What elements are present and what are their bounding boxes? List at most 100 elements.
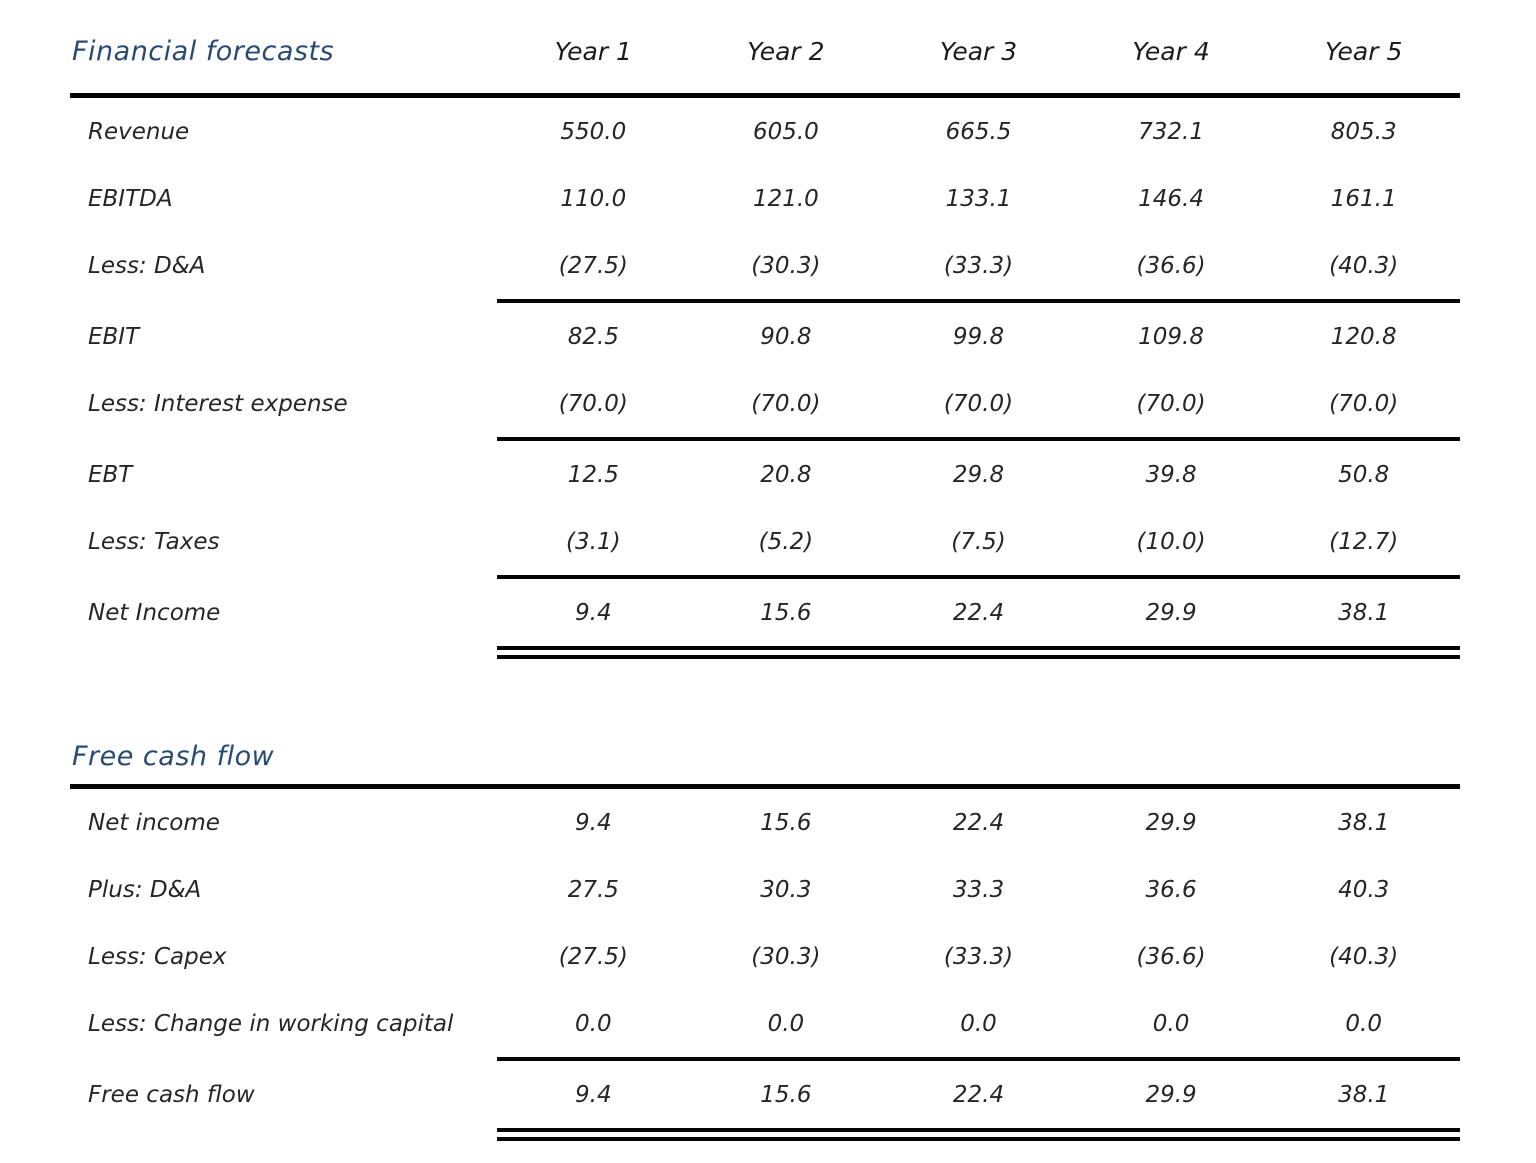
cell-value: 90.8 [760,323,812,350]
table-row: Net Income 9.4 15.6 22.4 29.9 38.1 [70,579,1460,646]
double-divider-line [497,646,1460,659]
cell-value: 38.1 [1338,1081,1390,1108]
divider-line [497,1128,1460,1132]
cell-value: 15.6 [760,1081,812,1108]
table-title: Financial forecasts [72,36,335,67]
table-row: Less: D&A (27.5) (30.3) (33.3) (36.6) (40.3) [70,232,1460,299]
cell-value: (27.5) [558,943,628,970]
table-row: Less: Taxes (3.1) (5.2) (7.5) (10.0) (12.7) [70,508,1460,575]
cell-value: (70.0) [1329,390,1399,417]
table-row: EBITDA 110.0 121.0 133.1 146.4 161.1 [70,165,1460,232]
row-label: EBITDA [88,185,173,212]
cell-value: 109.8 [1138,323,1205,350]
cell-value: 161.1 [1330,185,1397,212]
table-row: Net income 9.4 15.6 22.4 29.9 38.1 [70,789,1460,856]
table-header-row: Financial forecasts Year 1 Year 2 Year 3 Ye… [70,0,1460,93]
cell-value: 22.4 [952,1081,1005,1108]
double-divider-line [497,1128,1460,1141]
cell-value: 29.9 [1145,599,1197,626]
cell-value: 15.6 [760,599,812,626]
divider-line [497,646,1460,650]
table-row: Plus: D&A 27.5 30.3 33.3 36.6 40.3 [70,856,1460,923]
cell-value: 605.0 [752,118,819,145]
header-divider-line [70,784,1460,789]
table-row: Free cash flow 9.4 15.6 22.4 29.9 38.1 [70,1061,1460,1128]
row-label: Less: D&A [88,252,206,279]
cell-value: 50.8 [1338,461,1390,488]
table-row: Less: Change in working capital 0.0 0.0 0.0… [70,990,1460,1057]
cell-value: 40.3 [1338,876,1390,903]
row-label: Less: Change in working capital [88,1010,454,1037]
divider-line [497,575,1460,579]
cell-value: 110.0 [560,185,627,212]
table-row: EBIT 82.5 90.8 99.8 109.8 120.8 [70,303,1460,370]
cell-value: 15.6 [760,809,812,836]
cell-value: (5.2) [758,528,814,555]
table-body: Net income 9.4 15.6 22.4 29.9 38.1 Plus: D&A 27… [70,789,1460,1141]
cell-value: 38.1 [1338,599,1390,626]
cell-value: (30.3) [751,252,821,279]
cell-value: 29.9 [1145,1081,1197,1108]
divider-line [497,655,1460,659]
cell-value: (70.0) [943,390,1014,417]
column-header: Year 4 [1132,37,1210,66]
cell-value: (30.3) [751,943,821,970]
cell-value: 0.0 [1152,1010,1190,1037]
cell-value: 22.4 [952,809,1005,836]
cell-value: 36.6 [1145,876,1197,903]
cell-value: 38.1 [1338,809,1390,836]
cell-value: (70.0) [1136,390,1206,417]
cell-value: (70.0) [751,390,821,417]
row-label: Net Income [88,599,221,626]
free-cash-flow-table: Free cash flow Net income 9.4 15.6 22.4 29.9… [70,714,1460,1141]
cell-value: (10.0) [1136,528,1206,555]
column-header: Year 1 [554,37,632,66]
cell-value: (40.3) [1329,943,1399,970]
cell-value: 121.0 [752,185,819,212]
sheet-content: Financial forecasts Year 1 Year 2 Year 3 Ye… [70,0,1460,1141]
cell-value: 30.3 [760,876,812,903]
cell-value: 29.9 [1145,809,1197,836]
header-divider-line [70,93,1460,98]
cell-value: 146.4 [1138,185,1205,212]
cell-value: (12.7) [1329,528,1399,555]
table-row: Less: Interest expense (70.0) (70.0) (70.0)… [70,370,1460,437]
divider-line [497,1057,1460,1061]
cell-value: 0.0 [575,1010,612,1037]
row-label: Less: Capex [88,943,227,970]
cell-value: 29.8 [952,461,1005,488]
cell-value: 550.0 [560,118,627,145]
cell-value: 9.4 [575,809,612,836]
row-label: Free cash flow [88,1081,255,1108]
cell-value: 33.3 [952,876,1005,903]
cell-value: (27.5) [558,252,628,279]
table-row: Revenue 550.0 605.0 665.5 732.1 805.3 [70,98,1460,165]
cell-value: (7.5) [951,528,1006,555]
row-label: Less: Taxes [88,528,220,555]
cell-value: (70.0) [558,390,628,417]
table-row: Less: Capex (27.5) (30.3) (33.3) (36.6) (40.3… [70,923,1460,990]
table-header-row: Free cash flow [70,714,1460,784]
cell-value: 732.1 [1138,118,1205,145]
section-gap [70,659,1460,714]
cell-value: (40.3) [1329,252,1399,279]
cell-value: 12.5 [567,461,619,488]
row-label: EBIT [88,323,140,350]
column-header: Year 5 [1325,37,1403,66]
cell-value: 133.1 [945,185,1012,212]
cell-value: 82.5 [567,323,619,350]
cell-value: 0.0 [1345,1010,1382,1037]
cell-value: 9.4 [575,599,612,626]
divider-line [497,299,1460,303]
table-title: Free cash flow [72,740,275,772]
cell-value: 805.3 [1330,118,1397,145]
row-label: Revenue [88,118,190,145]
cell-value: 665.5 [945,118,1012,145]
cell-value: (36.6) [1136,943,1206,970]
cell-value: 27.5 [567,876,619,903]
divider-line [497,437,1460,441]
table-row: EBT 12.5 20.8 29.8 39.8 50.8 [70,441,1460,508]
cell-value: 120.8 [1330,323,1397,350]
cell-value: 39.8 [1145,461,1197,488]
